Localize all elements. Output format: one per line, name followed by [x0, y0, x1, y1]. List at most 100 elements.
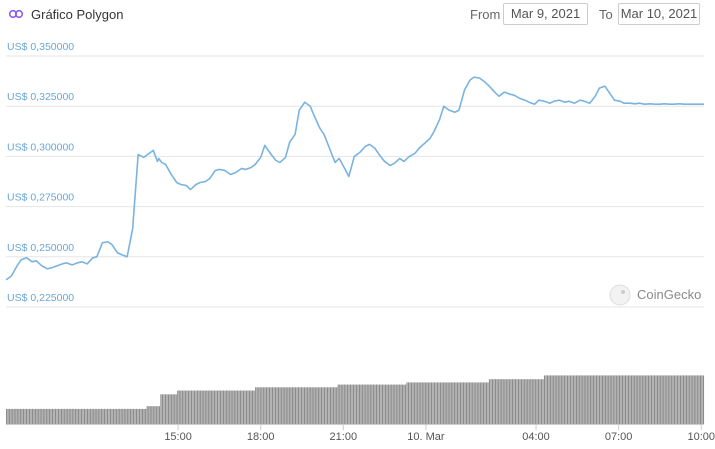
volume-bar: [268, 387, 271, 424]
volume-bar: [397, 384, 399, 424]
volume-bar: [198, 390, 200, 424]
volume-bar: [166, 394, 168, 424]
volume-bar: [346, 384, 348, 424]
volume-bar: [592, 375, 595, 424]
volume-bar: [657, 375, 659, 424]
volume-bar: [456, 382, 459, 424]
volume-bar: [85, 408, 87, 424]
volume-bar: [287, 387, 289, 424]
volume-bar: [580, 375, 582, 424]
volume-bar: [152, 406, 154, 424]
volume-bar: [684, 375, 686, 424]
volume-bar: [614, 375, 616, 424]
volume-bar: [247, 390, 249, 424]
volume-bar: [410, 382, 413, 424]
volume-bar: [566, 375, 569, 424]
volume-bar: [223, 390, 225, 424]
volume-bar: [562, 375, 564, 424]
volume-bar: [135, 408, 138, 424]
volume-bar: [572, 375, 575, 424]
volume-bar: [76, 408, 78, 424]
volume-bar: [414, 382, 416, 424]
volume-bar: [293, 387, 295, 424]
volume-bar: [444, 382, 446, 424]
volume-bar: [701, 375, 703, 424]
volume-bar: [472, 382, 474, 424]
volume-bar: [681, 375, 683, 424]
volume-bar: [248, 390, 251, 424]
volume-bar: [375, 384, 378, 424]
volume-bar: [28, 408, 31, 424]
volume-bar: [417, 382, 419, 424]
volume-bar: [238, 390, 240, 424]
volume-bar: [308, 387, 310, 424]
to-date-input[interactable]: [618, 3, 700, 25]
volume-bar: [25, 408, 28, 424]
volume-bar: [407, 382, 410, 424]
volume-bar: [349, 384, 352, 424]
volume-bar: [430, 382, 433, 424]
volume-bar: [322, 387, 324, 424]
volume-bar: [389, 384, 391, 424]
volume-bar: [667, 375, 669, 424]
volume-bar: [368, 384, 370, 424]
volume-bar: [501, 379, 503, 424]
volume-bar: [342, 384, 344, 424]
volume-bar: [148, 406, 150, 424]
volume-bar: [488, 379, 491, 424]
volume-bar: [626, 375, 628, 424]
volume-bar: [383, 384, 385, 424]
volume-bar: [105, 408, 107, 424]
volume-bar: [420, 382, 422, 424]
volume-bar: [284, 387, 286, 424]
volume-bar: [155, 406, 157, 424]
volume-bar: [522, 379, 524, 424]
volume-bar: [546, 375, 549, 424]
volume-bar: [693, 375, 695, 424]
volume-bar: [190, 390, 193, 424]
volume-bar: [542, 379, 544, 424]
volume-bar: [180, 390, 182, 424]
volume-bar: [80, 408, 83, 424]
from-date-input[interactable]: [503, 3, 588, 25]
volume-bar: [282, 387, 284, 424]
volume-bar: [41, 408, 43, 424]
volume-bar: [245, 390, 248, 424]
volume-bar: [77, 408, 80, 424]
from-label: From: [470, 7, 501, 22]
volume-bar: [550, 375, 552, 424]
volume-bar: [236, 390, 238, 424]
volume-bar: [395, 384, 397, 424]
x-tick-label: 18:00: [247, 431, 275, 443]
volume-bar: [209, 390, 211, 424]
volume-bar: [458, 382, 460, 424]
volume-bar: [362, 384, 364, 424]
volume-bar: [660, 375, 662, 424]
volume-bar: [664, 375, 666, 424]
volume-bar: [200, 390, 202, 424]
volume-bar: [641, 375, 643, 424]
volume-bar: [307, 387, 309, 424]
volume-bar: [242, 390, 245, 424]
volume-bar: [563, 375, 565, 424]
volume-bar: [229, 390, 231, 424]
y-tick-label: US$ 0,250000: [7, 242, 74, 254]
volume-bar: [27, 408, 29, 424]
volume-bar: [154, 406, 156, 424]
volume-bar: [36, 408, 38, 424]
volume-bar: [288, 387, 290, 424]
volume-bar: [452, 382, 454, 424]
volume-bar: [673, 375, 676, 424]
volume-bar: [404, 384, 407, 424]
volume-bar: [274, 387, 277, 424]
volume-bar: [276, 387, 278, 424]
volume-bar: [621, 375, 624, 424]
volume-bar: [270, 387, 272, 424]
coingecko-watermark: CoinGecko: [609, 284, 701, 306]
volume-bar: [290, 387, 292, 424]
volume-bar: [391, 384, 393, 424]
volume-bar: [447, 382, 449, 424]
volume-bar: [623, 375, 625, 424]
volume-bar: [186, 390, 188, 424]
y-tick-label: US$ 0,350000: [7, 41, 74, 53]
